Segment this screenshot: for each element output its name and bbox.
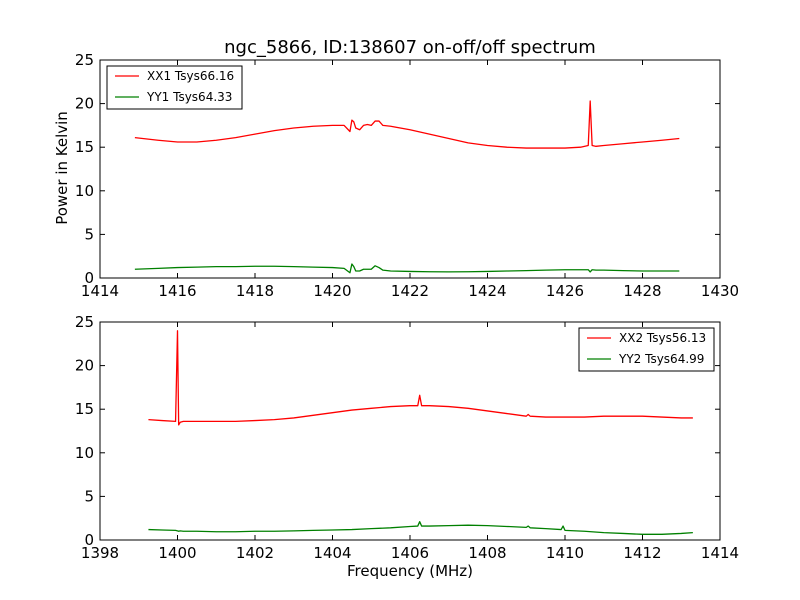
- legend-box: [106, 65, 243, 110]
- y-tick-label: 20: [75, 95, 94, 113]
- series-line-2-2: [148, 521, 693, 535]
- x-tick-label: 1404: [313, 544, 351, 562]
- x-tick-label: 1408: [468, 544, 506, 562]
- x-tick-label: 1412: [623, 544, 661, 562]
- legend-box: [578, 327, 715, 372]
- y-tick-label: 5: [84, 487, 94, 505]
- y-tick-label: 25: [75, 313, 94, 331]
- y-tick-label: 15: [75, 138, 94, 156]
- top-panel: 1414 1416 1418 1420 1422 1424 1426 1428 1430 0 5 10…: [75, 51, 739, 300]
- y-tick-label: 10: [75, 444, 94, 462]
- legend-label: XX2 Tsys56.13: [619, 331, 706, 345]
- x-axis-label: Frequency (MHz): [347, 562, 473, 580]
- y-axis-label: Power in Kelvin: [53, 111, 71, 225]
- chart-title: ngc_5866, ID:138607 on-off/off spectrum: [224, 37, 596, 58]
- x-tick-label: 1420: [313, 282, 351, 300]
- legend-label: XX1 Tsys66.16: [147, 69, 234, 83]
- y-tick-label: 25: [75, 51, 94, 69]
- x-tick-label: 1402: [236, 544, 274, 562]
- legend: XX1 Tsys66.16 YY1 Tsys64.33: [106, 65, 243, 110]
- x-tick-label: 1424: [468, 282, 506, 300]
- x-tick-label: 1428: [623, 282, 661, 300]
- x-tick-label: 1406: [391, 544, 429, 562]
- x-tick-label: 1430: [701, 282, 739, 300]
- x-tick-label: 1414: [701, 544, 739, 562]
- legend-label: YY2 Tsys64.99: [618, 352, 704, 366]
- y-tick-label: 20: [75, 357, 94, 375]
- legend: XX2 Tsys56.13 YY2 Tsys64.99: [578, 327, 715, 372]
- y-tick-label: 10: [75, 182, 94, 200]
- legend-label: YY1 Tsys64.33: [146, 90, 232, 104]
- series-line-2-1: [148, 330, 693, 426]
- x-tick-label: 1398: [81, 544, 119, 562]
- x-tick-label: 1418: [236, 282, 274, 300]
- series-line-1-2: [134, 263, 680, 274]
- x-tick-label: 1426: [546, 282, 584, 300]
- x-tick-label: 1410: [546, 544, 584, 562]
- x-tick-label: 1400: [158, 544, 196, 562]
- x-tick-label: 1416: [158, 282, 196, 300]
- series-line-1-1: [134, 100, 680, 149]
- y-tick-label: 0: [84, 269, 94, 287]
- y-tick-label: 0: [84, 531, 94, 549]
- bottom-panel: 1398 1400 1402 1404 1406 1408 1410 1412 1414 0 5 10…: [75, 313, 739, 562]
- y-tick-label: 15: [75, 400, 94, 418]
- x-tick-label: 1422: [391, 282, 429, 300]
- y-tick-label: 5: [84, 225, 94, 243]
- x-tick-label: 1414: [81, 282, 119, 300]
